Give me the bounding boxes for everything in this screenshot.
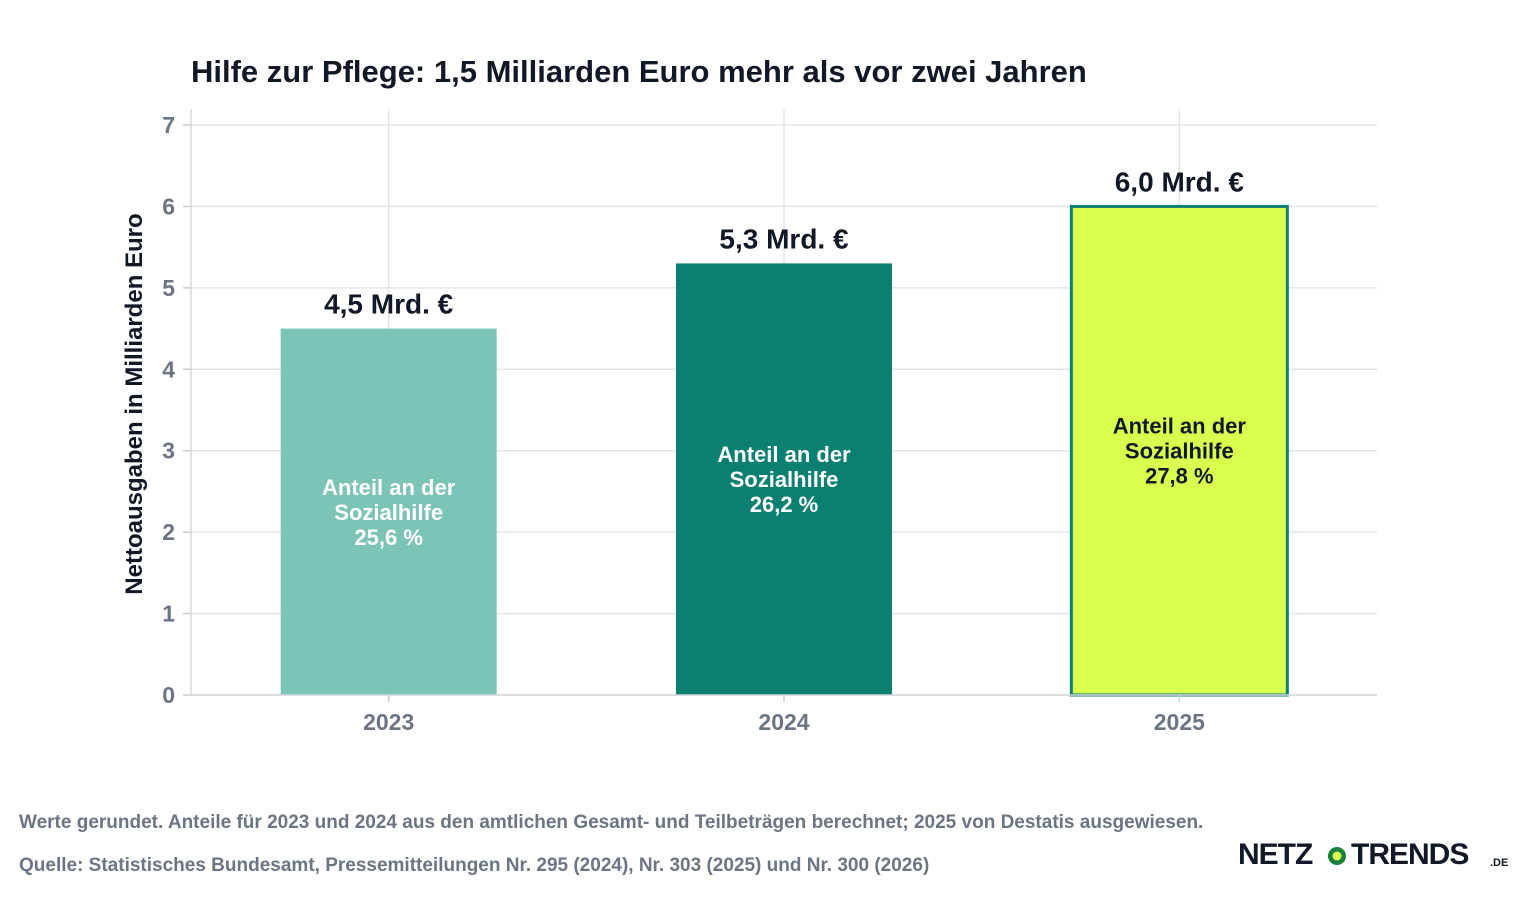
- y-tick-label: 0: [162, 682, 175, 708]
- y-tick-label: 1: [162, 601, 175, 627]
- logo-dot-center-icon: [1332, 851, 1342, 861]
- bar-inner-label: 25,6 %: [354, 525, 423, 550]
- bar-value-label: 6,0 Mrd. €: [1115, 166, 1245, 197]
- netzo-trends-logo: NETZ TRENDS .DE: [1238, 838, 1508, 871]
- bar-inner-label: Anteil an der: [322, 475, 456, 500]
- chart-title: Hilfe zur Pflege: 1,5 Milliarden Euro me…: [191, 54, 1087, 89]
- bar-2024: [676, 263, 892, 695]
- y-axis: 0 1 2 3 4 5 6 7: [162, 109, 192, 708]
- y-tick-label: 2: [162, 519, 175, 545]
- y-tick-label: 6: [162, 193, 175, 219]
- bar-inner-label: Anteil an der: [717, 442, 851, 467]
- bar-inner-label: Sozialhilfe: [730, 467, 839, 492]
- x-axis: 2023 2024 2025: [191, 694, 1377, 735]
- y-axis-label: Nettoausgaben in Milliarden Euro: [121, 213, 148, 594]
- bar-inner-label: Anteil an der: [1113, 414, 1247, 439]
- y-tick-label: 7: [162, 112, 175, 138]
- y-tick-label: 4: [162, 356, 175, 382]
- logo-text-right: TRENDS: [1351, 838, 1468, 871]
- x-tick-label: 2024: [758, 709, 809, 735]
- x-tick-label: 2023: [363, 709, 414, 735]
- bar-value-label: 5,3 Mrd. €: [719, 223, 849, 254]
- logo-tld: .DE: [1490, 857, 1508, 869]
- chart-source: Quelle: Statistisches Bundesamt, Pressem…: [19, 855, 930, 876]
- bar-inner-label: 27,8 %: [1145, 464, 1214, 489]
- bar-2023: [280, 328, 497, 695]
- x-tick-label: 2025: [1154, 709, 1205, 735]
- y-tick-label: 5: [162, 275, 175, 301]
- bar-inner-label: Sozialhilfe: [334, 500, 443, 525]
- bar-inner-label: Sozialhilfe: [1125, 439, 1234, 464]
- chart-footnote: Werte gerundet. Anteile für 2023 und 202…: [19, 812, 1204, 833]
- bar-value-label: 4,5 Mrd. €: [324, 289, 454, 320]
- logo-text-left: NETZ: [1238, 838, 1313, 871]
- bar-inner-label: 26,2 %: [750, 492, 819, 517]
- y-tick-label: 3: [162, 438, 175, 464]
